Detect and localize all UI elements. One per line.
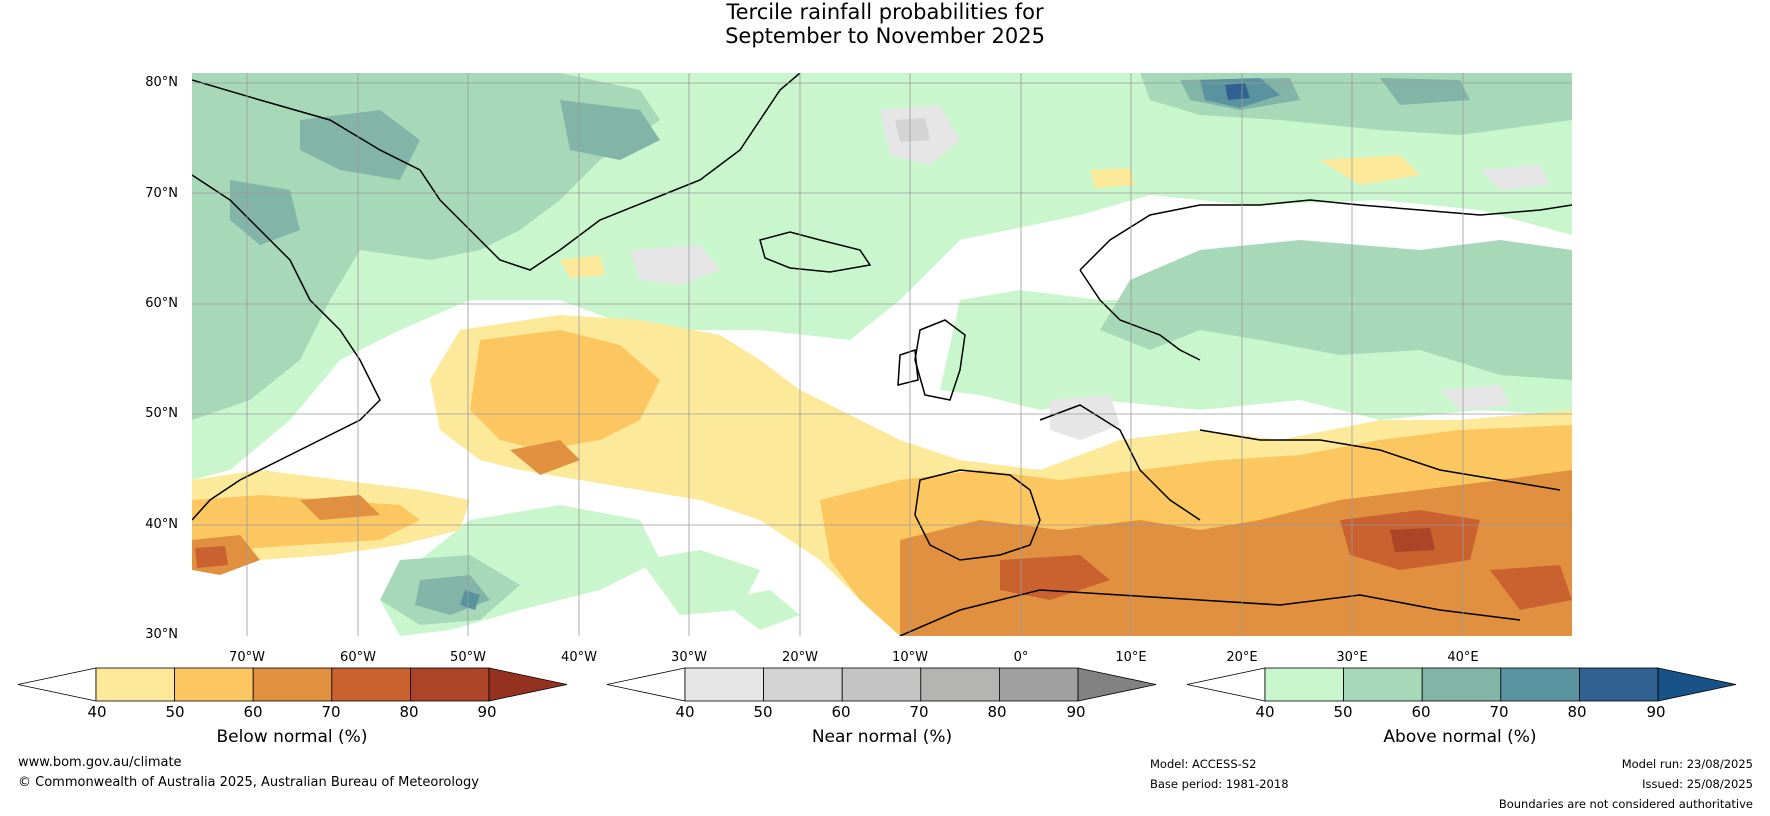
below-tick-50: 50 [165, 703, 185, 721]
title-line-1: Tercile rainfall probabilities for [726, 0, 1044, 24]
lat-label-70n: 70°N [145, 186, 178, 201]
colorbar-extend-high [1657, 667, 1737, 702]
colorbar-extend-low [606, 667, 686, 702]
lon-label-0: 0° [1013, 650, 1029, 665]
colorbar-segment [331, 667, 411, 702]
model-run-text: Model run: 23/08/2025 [1621, 757, 1753, 771]
below-tick-40: 40 [87, 703, 107, 721]
map-title: Tercile rainfall probabilities for Septe… [0, 0, 1770, 48]
below-tick-60: 60 [243, 703, 263, 721]
above-tick-40: 40 [1255, 703, 1275, 721]
below-normal-regions [192, 155, 1572, 636]
lat-label-30n: 30°N [145, 627, 178, 642]
colorbar-extend-high [1077, 667, 1157, 702]
near-tick-50: 50 [753, 703, 773, 721]
above-tick-80: 80 [1567, 703, 1587, 721]
colorbar-segment [95, 667, 175, 702]
colorbar-segment [999, 667, 1079, 702]
lon-label-10e: 10°E [1115, 650, 1147, 665]
colorbar-segment [684, 667, 764, 702]
colorbar-extend-high [488, 667, 568, 702]
above-normal-title: Above normal (%) [1383, 727, 1537, 747]
below-tick-90: 90 [477, 703, 497, 721]
disclaimer-text: Boundaries are not considered authoritat… [1498, 797, 1753, 811]
colorbar-above-normal [1186, 667, 1737, 702]
base-period-text: Base period: 1981-2018 [1150, 777, 1289, 791]
near-tick-60: 60 [831, 703, 851, 721]
lon-label-60w: 60°W [340, 650, 376, 665]
colorbar-segment [1343, 667, 1423, 702]
lon-label-30w: 30°W [671, 650, 707, 665]
above-tick-60: 60 [1411, 703, 1431, 721]
above-tick-50: 50 [1333, 703, 1353, 721]
above-tick-90: 90 [1646, 703, 1666, 721]
lat-label-60n: 60°N [145, 296, 178, 311]
colorbar-segment [174, 667, 254, 702]
colorbar-segment [1500, 667, 1580, 702]
issued-text: Issued: 25/08/2025 [1642, 777, 1753, 791]
lat-label-50n: 50°N [145, 406, 178, 421]
colorbar-segment [1421, 667, 1502, 702]
colorbar-segment [920, 667, 1000, 702]
lon-label-20w: 20°W [782, 650, 818, 665]
colorbar-segment [252, 667, 333, 702]
graticule [192, 73, 1572, 636]
lon-label-10w: 10°W [892, 650, 928, 665]
lon-label-70w: 70°W [229, 650, 265, 665]
lat-label-40n: 40°N [145, 517, 178, 532]
model-text: Model: ACCESS-S2 [1150, 757, 1257, 771]
lon-label-30e: 30°E [1336, 650, 1368, 665]
near-normal-title: Near normal (%) [811, 727, 953, 747]
colorbar-segment [1579, 667, 1659, 702]
colorbar-extend-low [1186, 667, 1266, 702]
lon-label-40e: 40°E [1447, 650, 1479, 665]
lat-label-80n: 80°N [145, 75, 178, 90]
above-tick-70: 70 [1489, 703, 1509, 721]
colorbar-near-normal [606, 667, 1157, 702]
website-link[interactable]: www.bom.gov.au/climate [18, 755, 182, 770]
colorbar-segment [409, 667, 490, 702]
lon-label-20e: 20°E [1226, 650, 1258, 665]
below-tick-70: 70 [321, 703, 341, 721]
near-tick-80: 80 [987, 703, 1007, 721]
colorbar-extend-low [17, 667, 97, 702]
near-tick-40: 40 [675, 703, 695, 721]
colorbar-below-normal [17, 667, 568, 702]
above-normal-regions [192, 73, 1572, 636]
lon-label-40w: 40°W [561, 650, 597, 665]
title-line-2: September to November 2025 [725, 24, 1045, 48]
colorbar-segment [1264, 667, 1344, 702]
below-normal-title: Below normal (%) [216, 727, 368, 747]
lon-label-50w: 50°W [450, 650, 486, 665]
colorbar-segment [841, 667, 922, 702]
colorbar-segment [763, 667, 843, 702]
near-tick-90: 90 [1066, 703, 1086, 721]
copyright-text: © Commonwealth of Australia 2025, Austra… [18, 775, 479, 790]
below-tick-80: 80 [399, 703, 419, 721]
near-tick-70: 70 [909, 703, 929, 721]
coastlines [192, 73, 1572, 636]
